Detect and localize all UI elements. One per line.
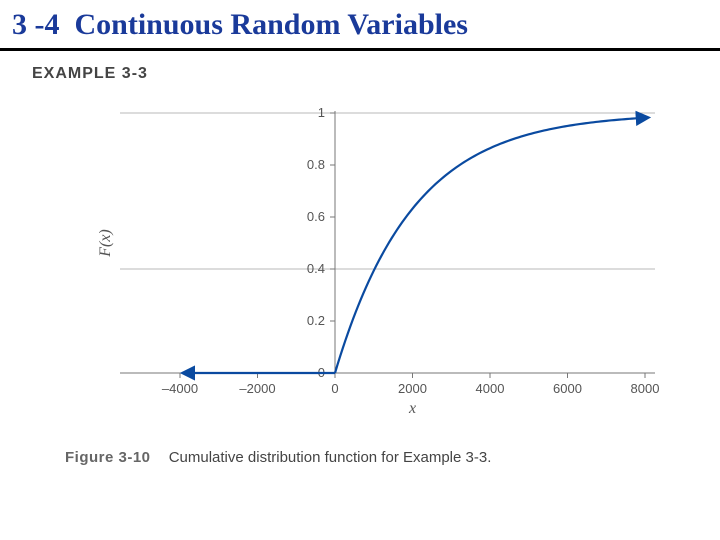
- svg-text:F(x): F(x): [97, 229, 114, 258]
- svg-text:–4000: –4000: [162, 381, 198, 396]
- svg-text:8000: 8000: [631, 381, 660, 396]
- svg-text:0.6: 0.6: [307, 209, 325, 224]
- svg-text:4000: 4000: [476, 381, 505, 396]
- svg-text:0.8: 0.8: [307, 157, 325, 172]
- figure-label: Figure 3-10: [65, 449, 165, 466]
- svg-text:–2000: –2000: [239, 381, 275, 396]
- svg-text:0: 0: [331, 381, 338, 396]
- svg-text:1: 1: [318, 105, 325, 120]
- example-label: EXAMPLE 3-3: [0, 51, 720, 83]
- figure-caption-text: Cumulative distribution function for Exa…: [169, 449, 492, 466]
- svg-text:0.2: 0.2: [307, 313, 325, 328]
- svg-text:6000: 6000: [553, 381, 582, 396]
- svg-text:0.4: 0.4: [307, 261, 325, 276]
- section-title: Continuous Random Variables: [75, 8, 468, 41]
- svg-text:2000: 2000: [398, 381, 427, 396]
- svg-text:x: x: [408, 400, 416, 417]
- section-number: 3 -4: [12, 8, 60, 41]
- figure-caption: Figure 3-10 Cumulative distribution func…: [0, 433, 720, 466]
- cdf-chart: 00.20.40.60.81–4000–20000200040006000800…: [0, 93, 720, 433]
